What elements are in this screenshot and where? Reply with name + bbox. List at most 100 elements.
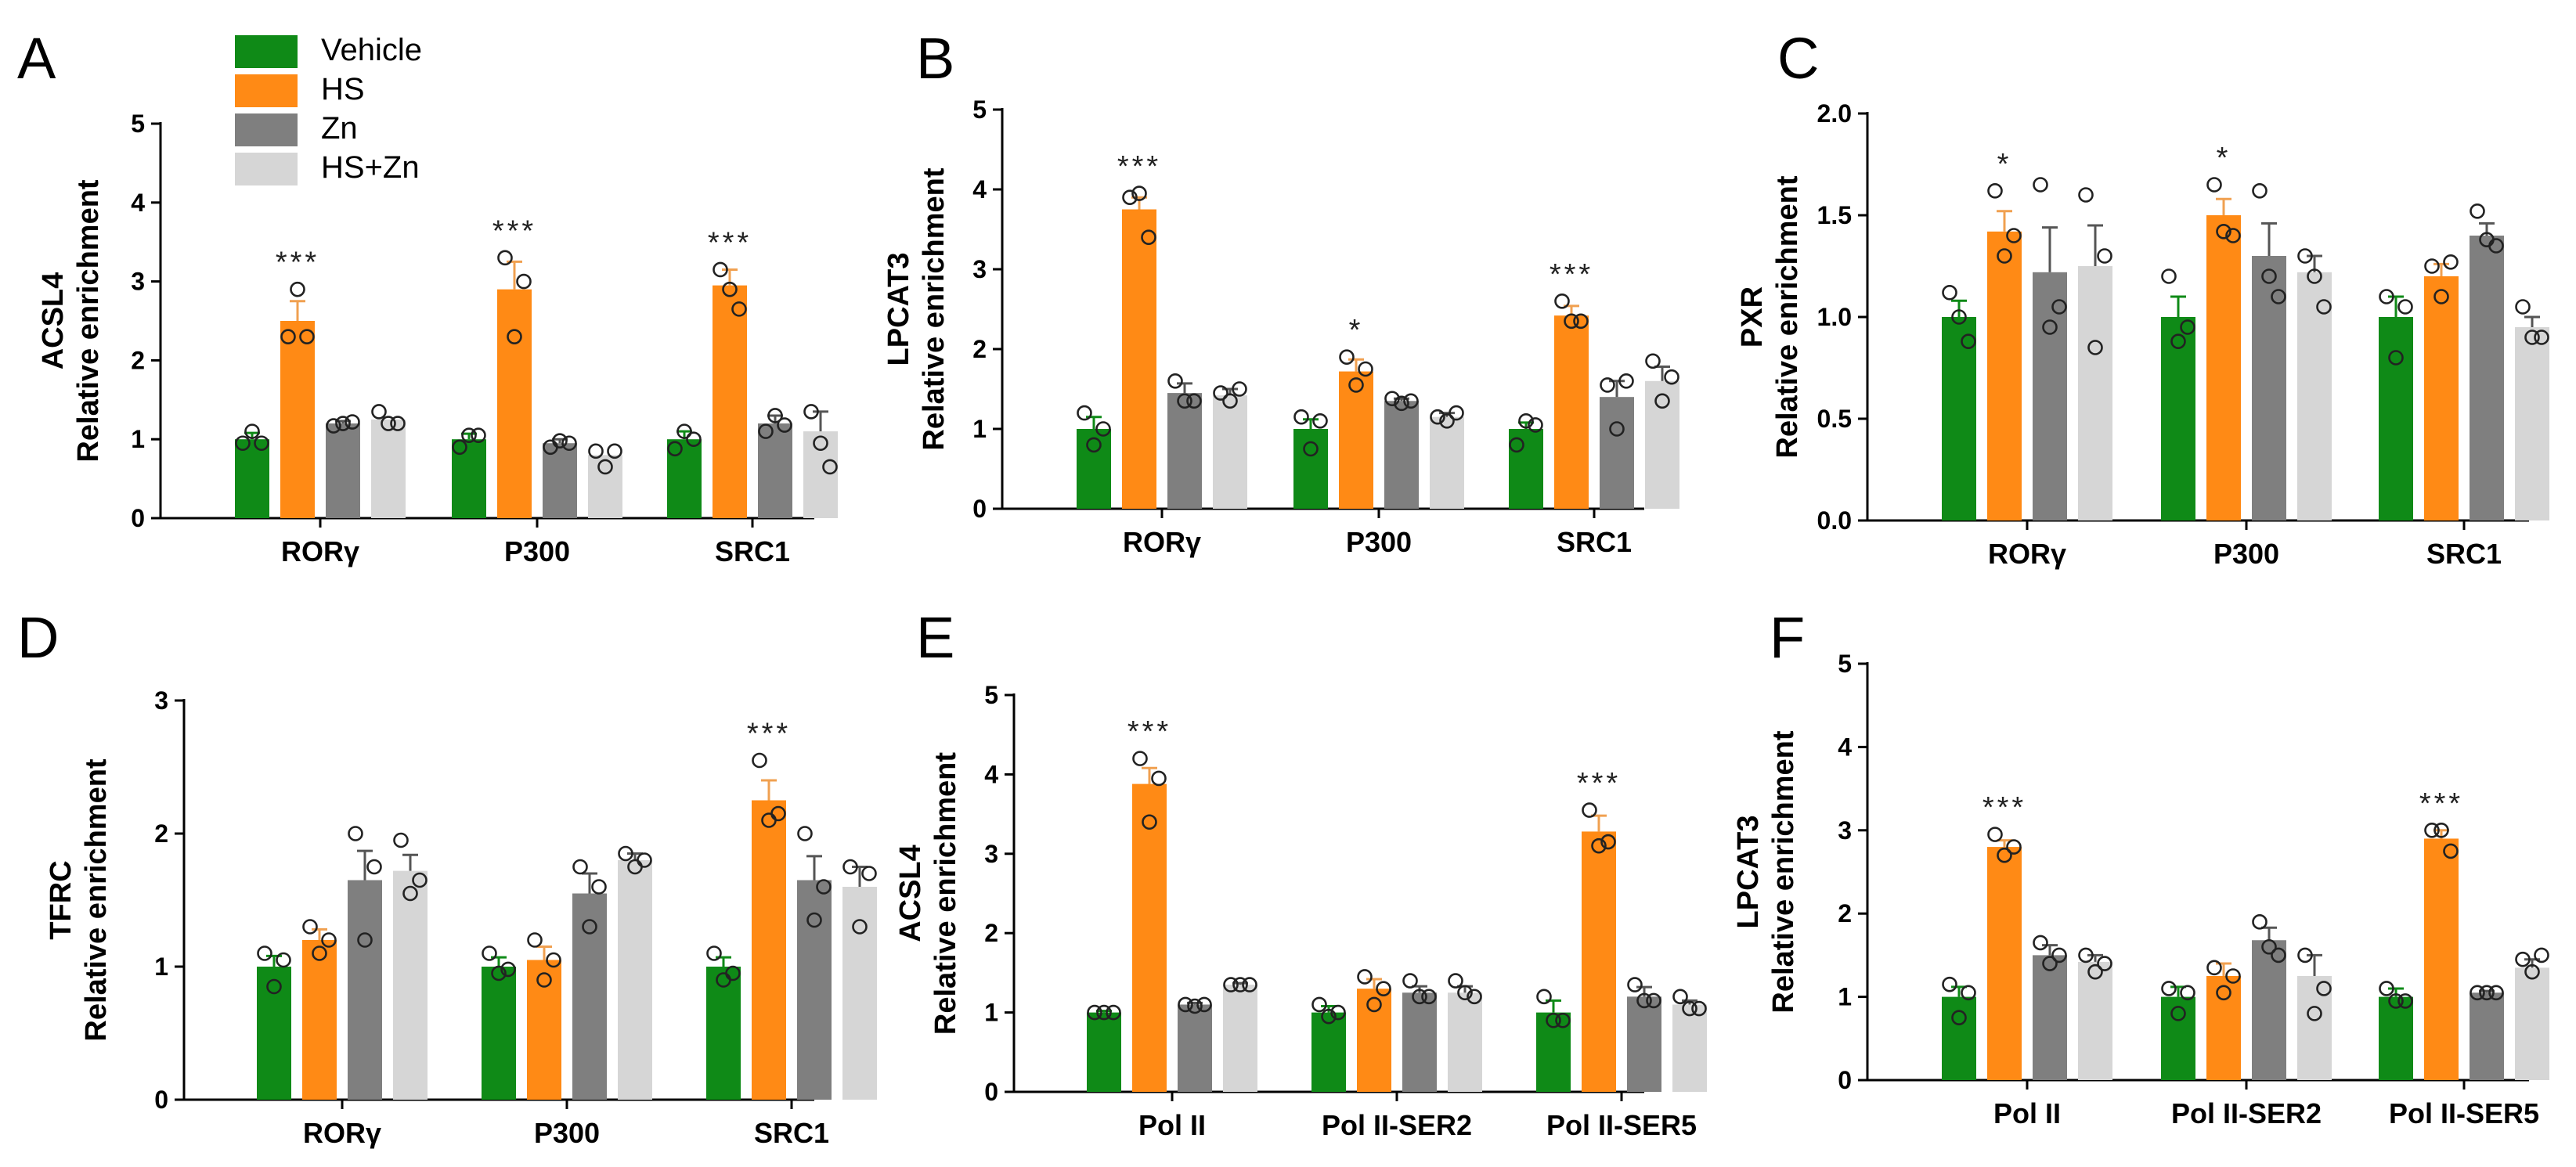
data-point (1609, 421, 1625, 437)
bar-zn (1384, 401, 1419, 509)
data-point (2307, 268, 2322, 284)
data-point (507, 329, 522, 344)
bar-vehicle (706, 967, 741, 1100)
bar-hs-zn (2297, 272, 2332, 520)
data-point (2261, 268, 2277, 284)
x-category-label: RORγ (281, 535, 359, 567)
x-category-label: Pol II-SER2 (1322, 1109, 1472, 1141)
x-category-label: P300 (534, 1117, 600, 1149)
data-point (2216, 223, 2231, 240)
data-point (2488, 985, 2504, 1001)
data-point (1087, 1004, 1102, 1021)
y-tick-label: 0 (1838, 1066, 1852, 1094)
bar-zn (326, 423, 360, 518)
x-category-label: Pol II (1138, 1109, 1206, 1141)
data-point (2097, 248, 2112, 264)
bar-hs (1122, 209, 1156, 509)
data-point (244, 423, 260, 439)
data-point (1997, 847, 2012, 863)
y-tick-label: 3 (154, 686, 168, 715)
data-point (2534, 330, 2549, 345)
data-point (713, 261, 728, 278)
data-point (731, 301, 747, 317)
data-point (1518, 412, 1534, 429)
bar-vehicle (2161, 996, 2195, 1080)
data-point (637, 852, 652, 868)
data-point (2534, 947, 2549, 963)
significance-marker: *** (492, 214, 536, 247)
x-category-label: P300 (504, 535, 570, 567)
y-tick-label: 2 (984, 919, 998, 947)
panel-letter: F (1770, 605, 1805, 670)
data-point (381, 416, 396, 431)
bar-hs-zn (371, 420, 406, 518)
data-point (2042, 319, 2058, 335)
data-point (1151, 770, 1167, 787)
data-point (1106, 1004, 1121, 1021)
data-point (1654, 393, 1670, 409)
data-point (1600, 834, 1616, 850)
y-axis-gene-label: TFRC (45, 860, 78, 939)
data-point (2388, 993, 2404, 1009)
significance-marker: *** (276, 247, 319, 279)
data-point (552, 433, 568, 449)
x-category-label: SRC1 (754, 1117, 829, 1149)
bar-zn (572, 893, 607, 1100)
data-point (290, 281, 305, 297)
data-point (1232, 381, 1247, 397)
data-point (2515, 299, 2531, 315)
y-tick-label: 2 (154, 819, 168, 848)
data-point (1131, 185, 1147, 201)
data-point (1330, 1004, 1346, 1021)
data-point (676, 423, 692, 439)
data-point (2271, 289, 2286, 304)
bar-hs-zn (2515, 327, 2549, 520)
data-point (2316, 299, 2332, 315)
y-axis-title: Relative enrichment (1771, 175, 1804, 458)
bar-zn (1167, 393, 1202, 509)
bar-hs (1554, 315, 1589, 509)
data-point (597, 459, 613, 475)
data-point (607, 443, 622, 459)
data-point (1357, 969, 1373, 985)
data-point (2078, 947, 2094, 963)
data-point (1448, 973, 1463, 989)
data-point (312, 945, 327, 961)
data-point (1457, 985, 1473, 1001)
y-tick-label: 5 (984, 681, 998, 709)
data-point (1672, 989, 1688, 1005)
bar-hs-zn (588, 455, 622, 518)
legend-swatch-vehicle (235, 35, 298, 68)
bar-zn (543, 443, 577, 518)
data-point (1232, 977, 1248, 992)
data-point (2087, 963, 2103, 980)
data-point (2316, 981, 2332, 996)
data-point (536, 972, 552, 988)
data-point (2479, 985, 2495, 1001)
data-point (1564, 313, 1579, 330)
data-point (1618, 373, 1634, 389)
data-point (2225, 968, 2241, 984)
data-point (516, 273, 532, 290)
bar-hs-zn (1430, 416, 1464, 509)
data-point (276, 952, 291, 968)
y-tick-label: 4 (131, 189, 145, 217)
data-point (412, 872, 428, 888)
data-point (461, 427, 477, 443)
data-point (1095, 421, 1111, 437)
significance-marker: *** (1550, 258, 1593, 291)
data-point (2161, 981, 2177, 996)
y-tick-label: 0.5 (1817, 405, 1852, 433)
data-point (2097, 956, 2112, 971)
data-point (546, 952, 561, 968)
data-point (1600, 377, 1615, 393)
x-category-label: Pol II (1993, 1097, 2061, 1129)
bar-zn (2033, 272, 2067, 520)
data-point (1646, 992, 1661, 1009)
data-point (582, 919, 597, 935)
significance-marker: * (1997, 148, 2012, 181)
data-point (758, 423, 774, 439)
bar-hs-zn (1223, 985, 1257, 1092)
y-tick-label: 0 (972, 495, 987, 523)
data-point (1222, 393, 1238, 409)
